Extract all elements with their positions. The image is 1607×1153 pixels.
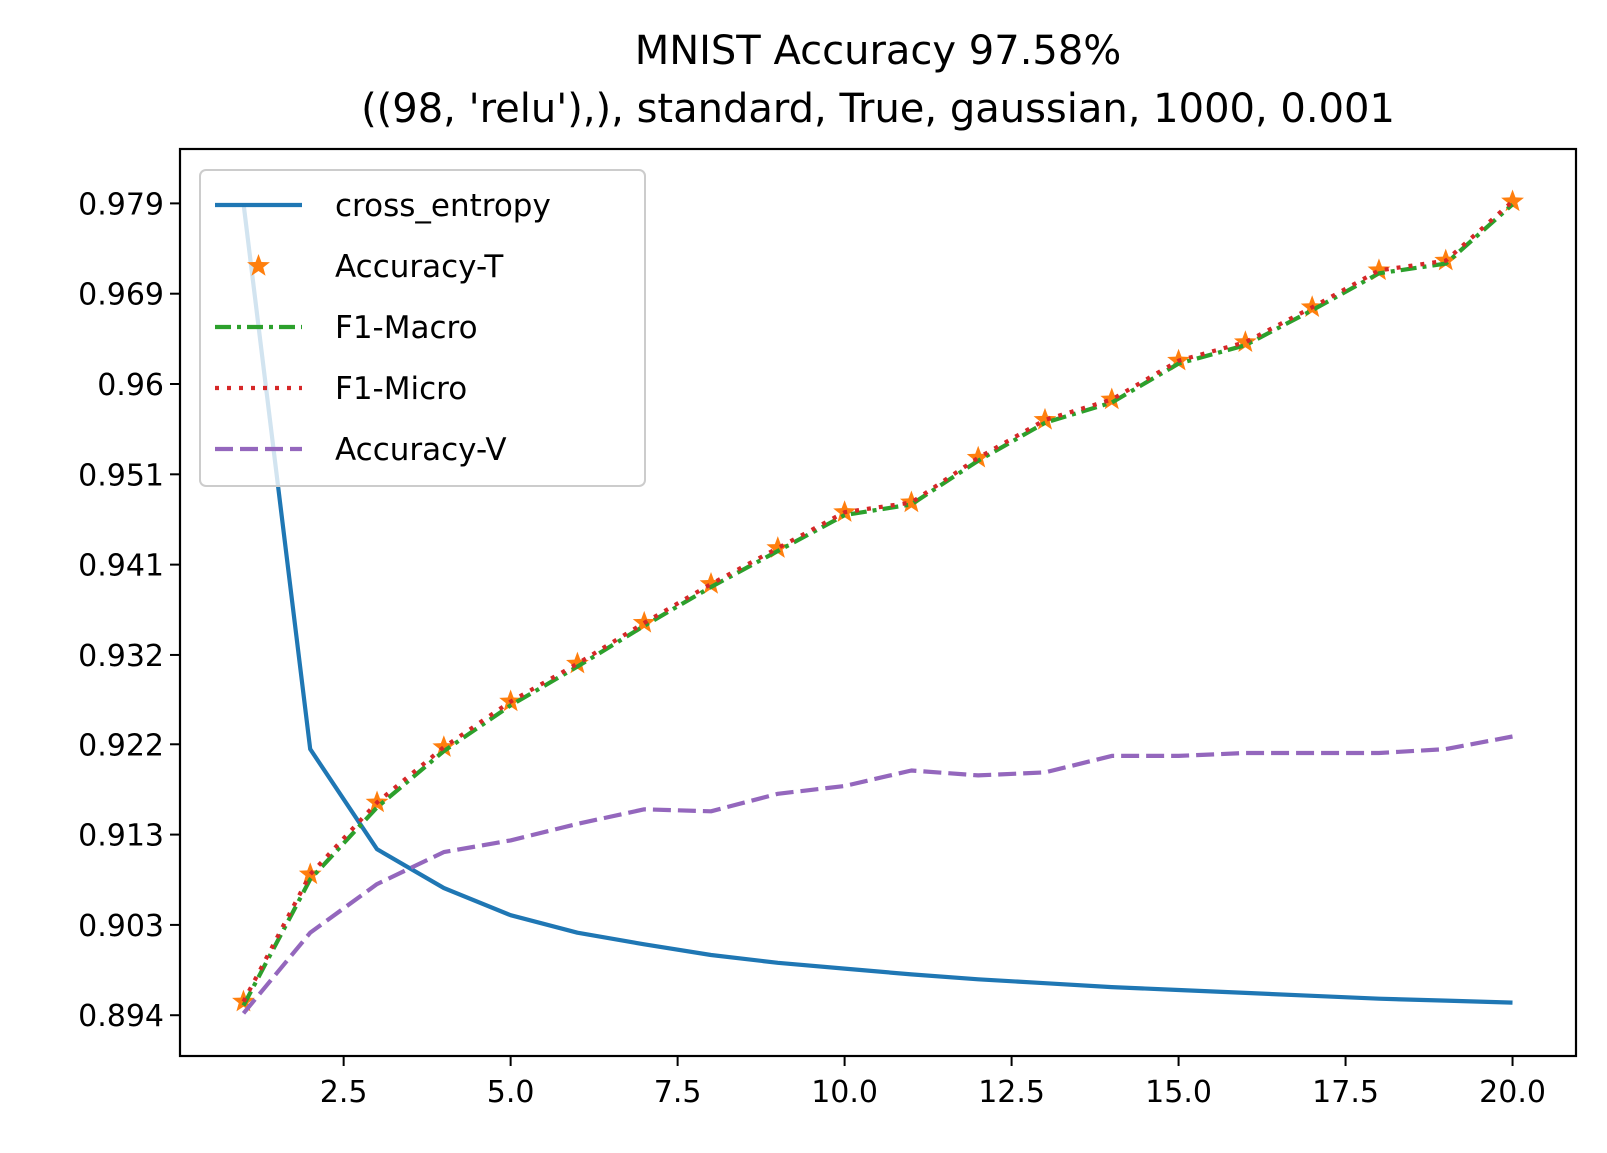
- legend-frame: [199, 169, 646, 487]
- legend-label: cross_entropy: [335, 188, 551, 224]
- x-tick-label: 5.0: [487, 1075, 535, 1110]
- data-point: [1367, 258, 1391, 281]
- legend: cross_entropy Accuracy-T F1-Macro F1-Micro A…: [199, 169, 646, 487]
- y-tick-label: 0.894: [78, 999, 164, 1034]
- chart-title: MNIST Accuracy 97.58%: [635, 28, 1122, 74]
- x-tick-label: 2.5: [320, 1075, 368, 1110]
- legend-label: Accuracy-V: [335, 432, 507, 468]
- x-tick-label: 12.5: [978, 1075, 1045, 1110]
- x-tick-label: 7.5: [654, 1075, 702, 1110]
- data-point: [1033, 407, 1057, 430]
- series-F1-Micro: [241, 199, 1514, 1003]
- y-tick-label: 0.903: [78, 909, 164, 944]
- series-cross_entropy: [241, 203, 1513, 1005]
- y-tick-label: 0.979: [78, 187, 164, 222]
- x-tick-label: 15.0: [1145, 1075, 1212, 1110]
- series-line: [241, 203, 1513, 1005]
- series-line: [241, 734, 1513, 1015]
- data-point: [766, 536, 790, 558]
- plot-frame: [178, 147, 1578, 1058]
- series-line: [241, 199, 1514, 1003]
- y-tick-label: 0.969: [78, 278, 164, 313]
- legend-label: F1-Macro: [335, 310, 478, 346]
- data-point: [699, 572, 723, 594]
- series-layer: [232, 189, 1524, 1015]
- data-point: [432, 735, 456, 757]
- legend-label: Accuracy-T: [335, 249, 504, 285]
- y-tick-label: 0.96: [97, 368, 164, 403]
- data-point: [566, 651, 589, 674]
- y-tick-label: 0.922: [78, 728, 164, 763]
- x-tick-label: 20.0: [1479, 1075, 1546, 1110]
- y-tick-label: 0.932: [78, 639, 164, 674]
- series-Accuracy-V: [241, 734, 1513, 1015]
- y-tick-label: 0.913: [78, 819, 164, 854]
- data-point: [1100, 387, 1124, 410]
- data-point: [1233, 330, 1257, 352]
- data-point: [966, 445, 990, 468]
- y-axis: 0.894 0.903 0.913 0.922 0.932 0.941 0.951 0.96 0…: [78, 187, 180, 1034]
- data-point: [899, 490, 923, 513]
- data-point: [1501, 189, 1524, 212]
- y-tick-label: 0.941: [78, 549, 164, 584]
- chart-subtitle: ((98, 'relu'),), standard, True, gaussia…: [361, 86, 1395, 132]
- x-tick-label: 10.0: [811, 1075, 878, 1110]
- legend-swatch: [247, 254, 270, 276]
- legend-label: F1-Micro: [335, 371, 467, 407]
- x-axis: 2.5 5.0 7.5 10.0 12.5 15.0 17.5 20.0: [320, 1056, 1546, 1110]
- x-tick-label: 17.5: [1312, 1075, 1379, 1110]
- y-tick-label: 0.951: [78, 458, 164, 493]
